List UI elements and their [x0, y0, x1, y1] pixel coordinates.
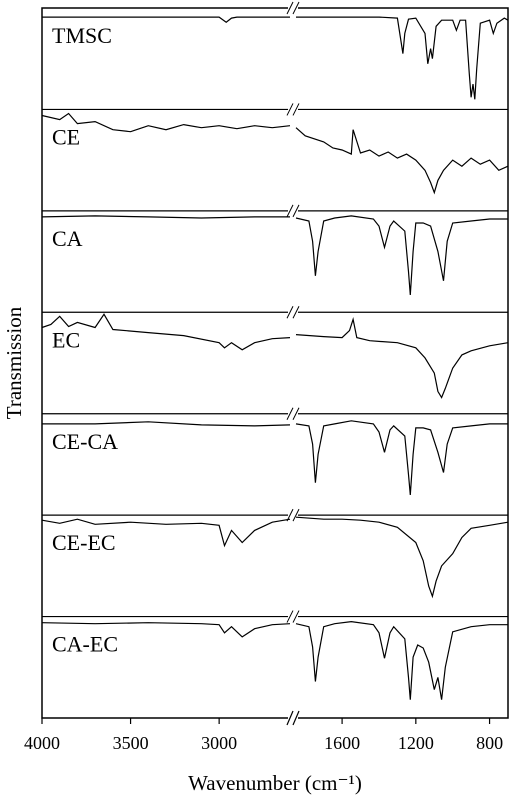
axis-break — [286, 103, 294, 116]
axis-break — [292, 610, 300, 623]
y-axis-label: Transmission — [2, 306, 26, 419]
legend-label: CA — [52, 226, 83, 251]
spectrum-line — [295, 420, 508, 495]
spectrum-line — [295, 620, 508, 700]
legend-label: EC — [52, 327, 80, 352]
axis-break — [292, 710, 300, 726]
x-tick-label: 1200 — [398, 733, 434, 753]
break-gap — [288, 105, 298, 114]
break-gap — [288, 308, 298, 317]
axis-break — [292, 1, 300, 15]
break-gap — [288, 206, 298, 215]
break-gap — [288, 409, 298, 418]
axis-break — [286, 710, 294, 726]
axis-break — [292, 508, 300, 522]
spectrum-line — [295, 127, 509, 195]
spectrum-line — [41, 622, 291, 638]
break-gap — [288, 4, 298, 12]
axis-break — [292, 204, 300, 218]
spectrum-line — [41, 112, 291, 133]
plot-frame — [41, 7, 509, 719]
legend-label: CA-EC — [52, 632, 118, 657]
spectrum-line — [295, 215, 508, 296]
x-tick-label: 1600 — [324, 733, 360, 753]
spectrum-line — [42, 16, 290, 23]
axis-break — [286, 407, 294, 420]
x-tick-label: 800 — [476, 733, 503, 753]
x-tick-label: 3000 — [201, 733, 237, 753]
axis-break — [292, 306, 300, 319]
spectrum-line — [41, 313, 291, 351]
legend-label: TMSC — [52, 23, 112, 48]
break-gap — [288, 511, 298, 520]
spectrum-line — [41, 215, 290, 219]
break-gap — [288, 713, 298, 723]
spectrum-line — [295, 317, 509, 399]
axis-break — [286, 306, 294, 319]
spectrum-line — [296, 16, 509, 100]
spectrum-line — [295, 516, 509, 599]
axis-break — [286, 204, 294, 218]
x-tick-label: 4000 — [24, 733, 60, 753]
legend-label: CE — [52, 124, 80, 149]
axis-break — [292, 103, 300, 116]
axis-break — [286, 1, 294, 15]
axis-break — [292, 407, 300, 420]
legend-label: CE-EC — [52, 530, 116, 555]
break-gap — [288, 612, 298, 621]
x-tick-label: 3500 — [113, 733, 149, 753]
x-axis-label: Wavenumber (cm⁻¹) — [188, 771, 362, 795]
legend-label: CE-CA — [52, 429, 118, 454]
spectrum-line — [42, 421, 291, 427]
axis-break — [286, 610, 294, 623]
spectrum-line — [41, 518, 291, 548]
